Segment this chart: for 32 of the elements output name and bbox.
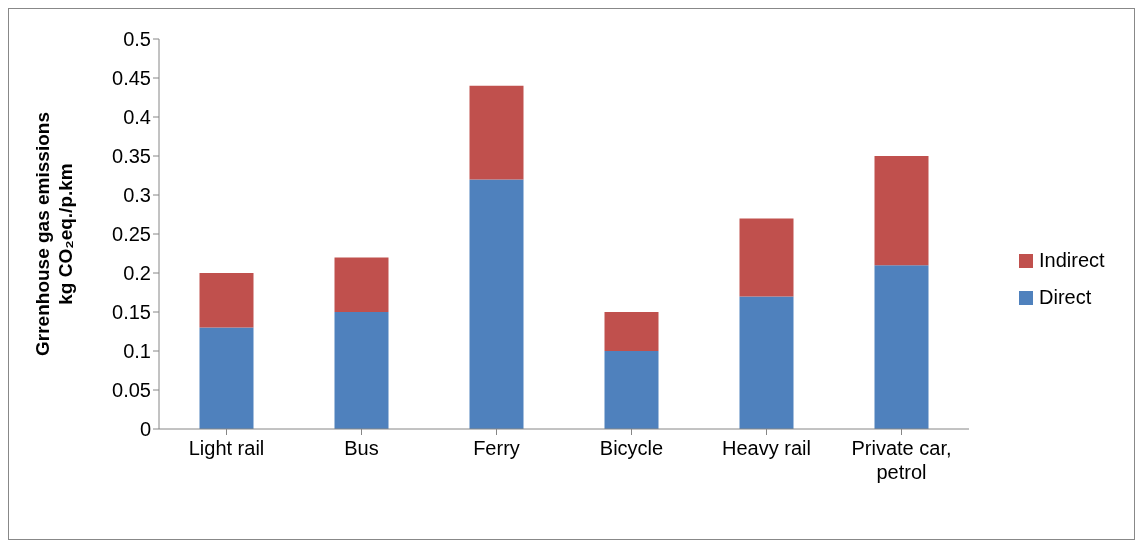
y-tick-label: 0.2: [123, 262, 151, 285]
x-tick-label: Bicycle: [599, 437, 664, 459]
bar: [334, 257, 389, 312]
y-tick-label: 0.5: [123, 28, 151, 51]
bar: [469, 179, 524, 429]
y-tick-label: 0.1: [123, 340, 151, 363]
x-tick-label: Ferry: [473, 437, 520, 459]
bar: [874, 156, 929, 266]
bar: [739, 218, 794, 297]
y-tick-label: 0.3: [123, 184, 151, 207]
y-tick-label: 0.4: [123, 106, 151, 129]
bar: [604, 351, 659, 429]
y-tick-label: 0.15: [112, 301, 151, 324]
y-axis-title: Grrenhouse gas emissions kg CO₂eq./p.km: [32, 112, 76, 356]
y-tick-label: 0: [139, 418, 151, 441]
bar: [469, 85, 524, 180]
y-tick-label: 0.35: [112, 145, 151, 168]
bar: [739, 296, 794, 429]
x-tick-label: Light rail: [188, 437, 265, 459]
bar: [334, 312, 389, 429]
x-tick-label: Private car, petrol: [851, 437, 952, 483]
y-tick-label: 0.25: [112, 223, 151, 246]
x-tick-label: Heavy rail: [722, 437, 811, 459]
legend-label: Direct: [1039, 286, 1092, 309]
y-tick-label: 0.45: [112, 67, 151, 90]
bar: [199, 273, 254, 328]
legend-label: Indirect: [1039, 249, 1105, 272]
bar: [604, 312, 659, 351]
y-tick-label: 0.05: [112, 379, 151, 402]
x-tick-label: Bus: [344, 437, 379, 459]
bar: [199, 327, 254, 429]
bar: [874, 265, 929, 429]
